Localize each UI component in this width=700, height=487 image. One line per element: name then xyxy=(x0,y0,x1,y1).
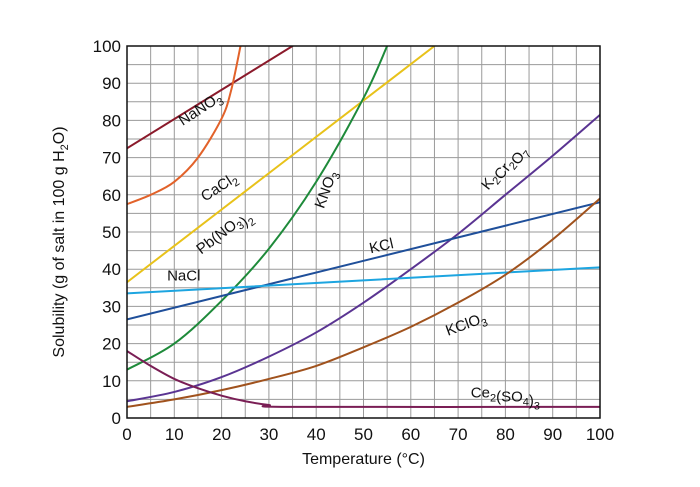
series-curve xyxy=(127,46,389,371)
x-tick-label: 60 xyxy=(401,425,420,444)
x-tick-label: 10 xyxy=(165,425,184,444)
y-tick-label: 80 xyxy=(102,111,121,130)
x-tick-label: 80 xyxy=(496,425,515,444)
x-tick-label: 30 xyxy=(259,425,278,444)
y-tick-label: 20 xyxy=(102,335,121,354)
series-curve xyxy=(127,266,600,295)
y-axis-title: Solubility (g of salt in 100 g H2O) xyxy=(51,126,71,357)
x-axis-title: Temperature (°C) xyxy=(302,451,425,468)
series-curve xyxy=(127,46,436,284)
y-tick-label: 0 xyxy=(112,409,121,428)
curve-label: K2Cr2O7 xyxy=(478,139,534,200)
grid xyxy=(127,46,600,418)
x-tick-label: 20 xyxy=(212,425,231,444)
x-tick-label: 90 xyxy=(543,425,562,444)
curve-label: Ce2(SO4)3 xyxy=(471,385,540,413)
y-tick-label: 60 xyxy=(102,186,121,205)
series-curve xyxy=(127,350,600,408)
x-tick-label: 0 xyxy=(122,425,131,444)
y-tick-label: 70 xyxy=(102,149,121,168)
curve-label: Pb(NO3)2 xyxy=(193,206,258,263)
x-tick-label: 50 xyxy=(354,425,373,444)
x-tick-label: 40 xyxy=(307,425,326,444)
curve-label: CaCl2 xyxy=(198,169,242,207)
series-curve xyxy=(127,201,600,321)
y-tick-label: 100 xyxy=(93,37,121,56)
x-tick-label: 100 xyxy=(586,425,614,444)
plot-frame xyxy=(126,45,601,419)
curve-label: NaCl xyxy=(167,267,200,284)
x-tick-label: 70 xyxy=(449,425,468,444)
series-curve xyxy=(127,197,600,408)
y-tick-label: 50 xyxy=(102,223,121,242)
y-tick-label: 90 xyxy=(102,74,121,93)
tick-labels: 0 10 20 30 40 50 60 70 80 90 100 0 10 20 30 40 50 60 70 80 9… xyxy=(93,37,615,444)
y-tick-label: 30 xyxy=(102,297,121,316)
series-curve xyxy=(127,46,294,150)
curve-label: KClO3 xyxy=(443,309,489,342)
series-curve xyxy=(127,113,600,403)
y-tick-label: 40 xyxy=(102,260,121,279)
curve-label: KCl xyxy=(368,235,395,257)
y-tick-label: 10 xyxy=(102,372,121,391)
series-curves xyxy=(127,46,600,408)
series-curve xyxy=(127,46,242,206)
